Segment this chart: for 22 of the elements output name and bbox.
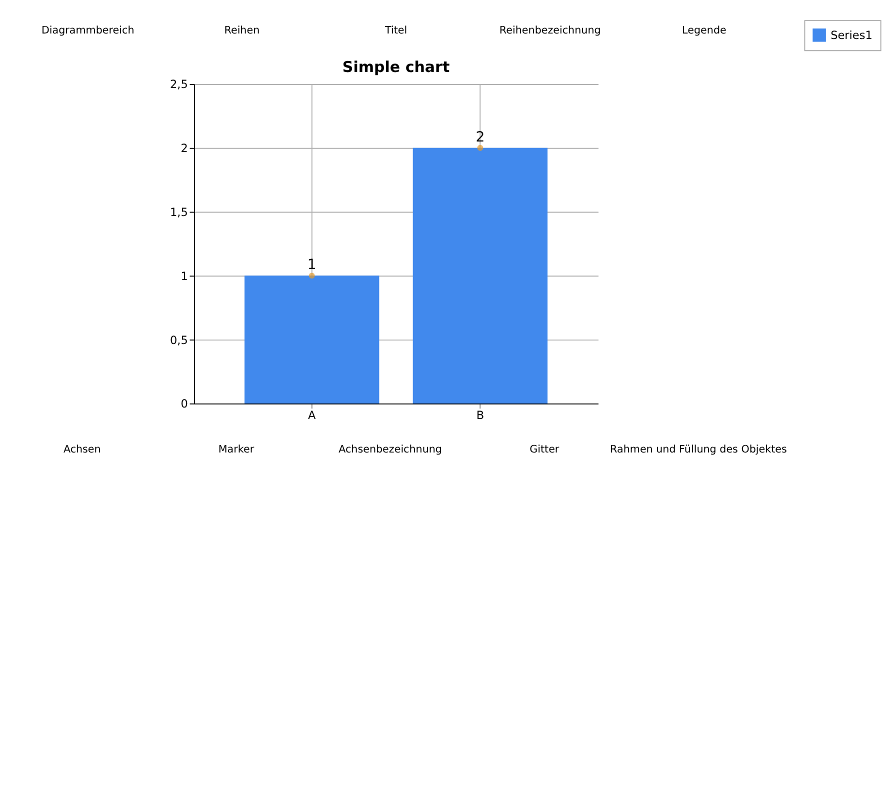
text: Diagrammbereich <box>41 24 134 36</box>
y-tick-label: 2,5 <box>170 78 188 92</box>
legend-label: Series1 <box>830 28 872 42</box>
y-tick-label: 2 <box>180 142 188 156</box>
y-tick-label: 0,5 <box>170 334 188 347</box>
y-tick-label: 1,5 <box>170 206 188 220</box>
text: Reihen <box>224 24 260 36</box>
chart-title: Simple chart <box>342 58 450 76</box>
text: Achsen <box>63 443 101 456</box>
text: Titel <box>384 24 408 36</box>
text: Rahmen und Füllung des Objektes <box>610 443 787 456</box>
data-label: 1 <box>307 257 316 274</box>
text: Legende <box>682 24 726 36</box>
x-tick-label: A <box>308 408 316 422</box>
text: Gitter <box>530 443 560 456</box>
text: Marker <box>218 443 255 456</box>
text: Achsenbezeichnung <box>338 443 442 456</box>
data-label: 2 <box>476 129 485 146</box>
y-tick-label: 0 <box>180 398 188 411</box>
text: Reihenbezeichnung <box>499 24 601 36</box>
y-tick-label: 1 <box>180 270 188 283</box>
x-tick-label: B <box>476 408 484 422</box>
